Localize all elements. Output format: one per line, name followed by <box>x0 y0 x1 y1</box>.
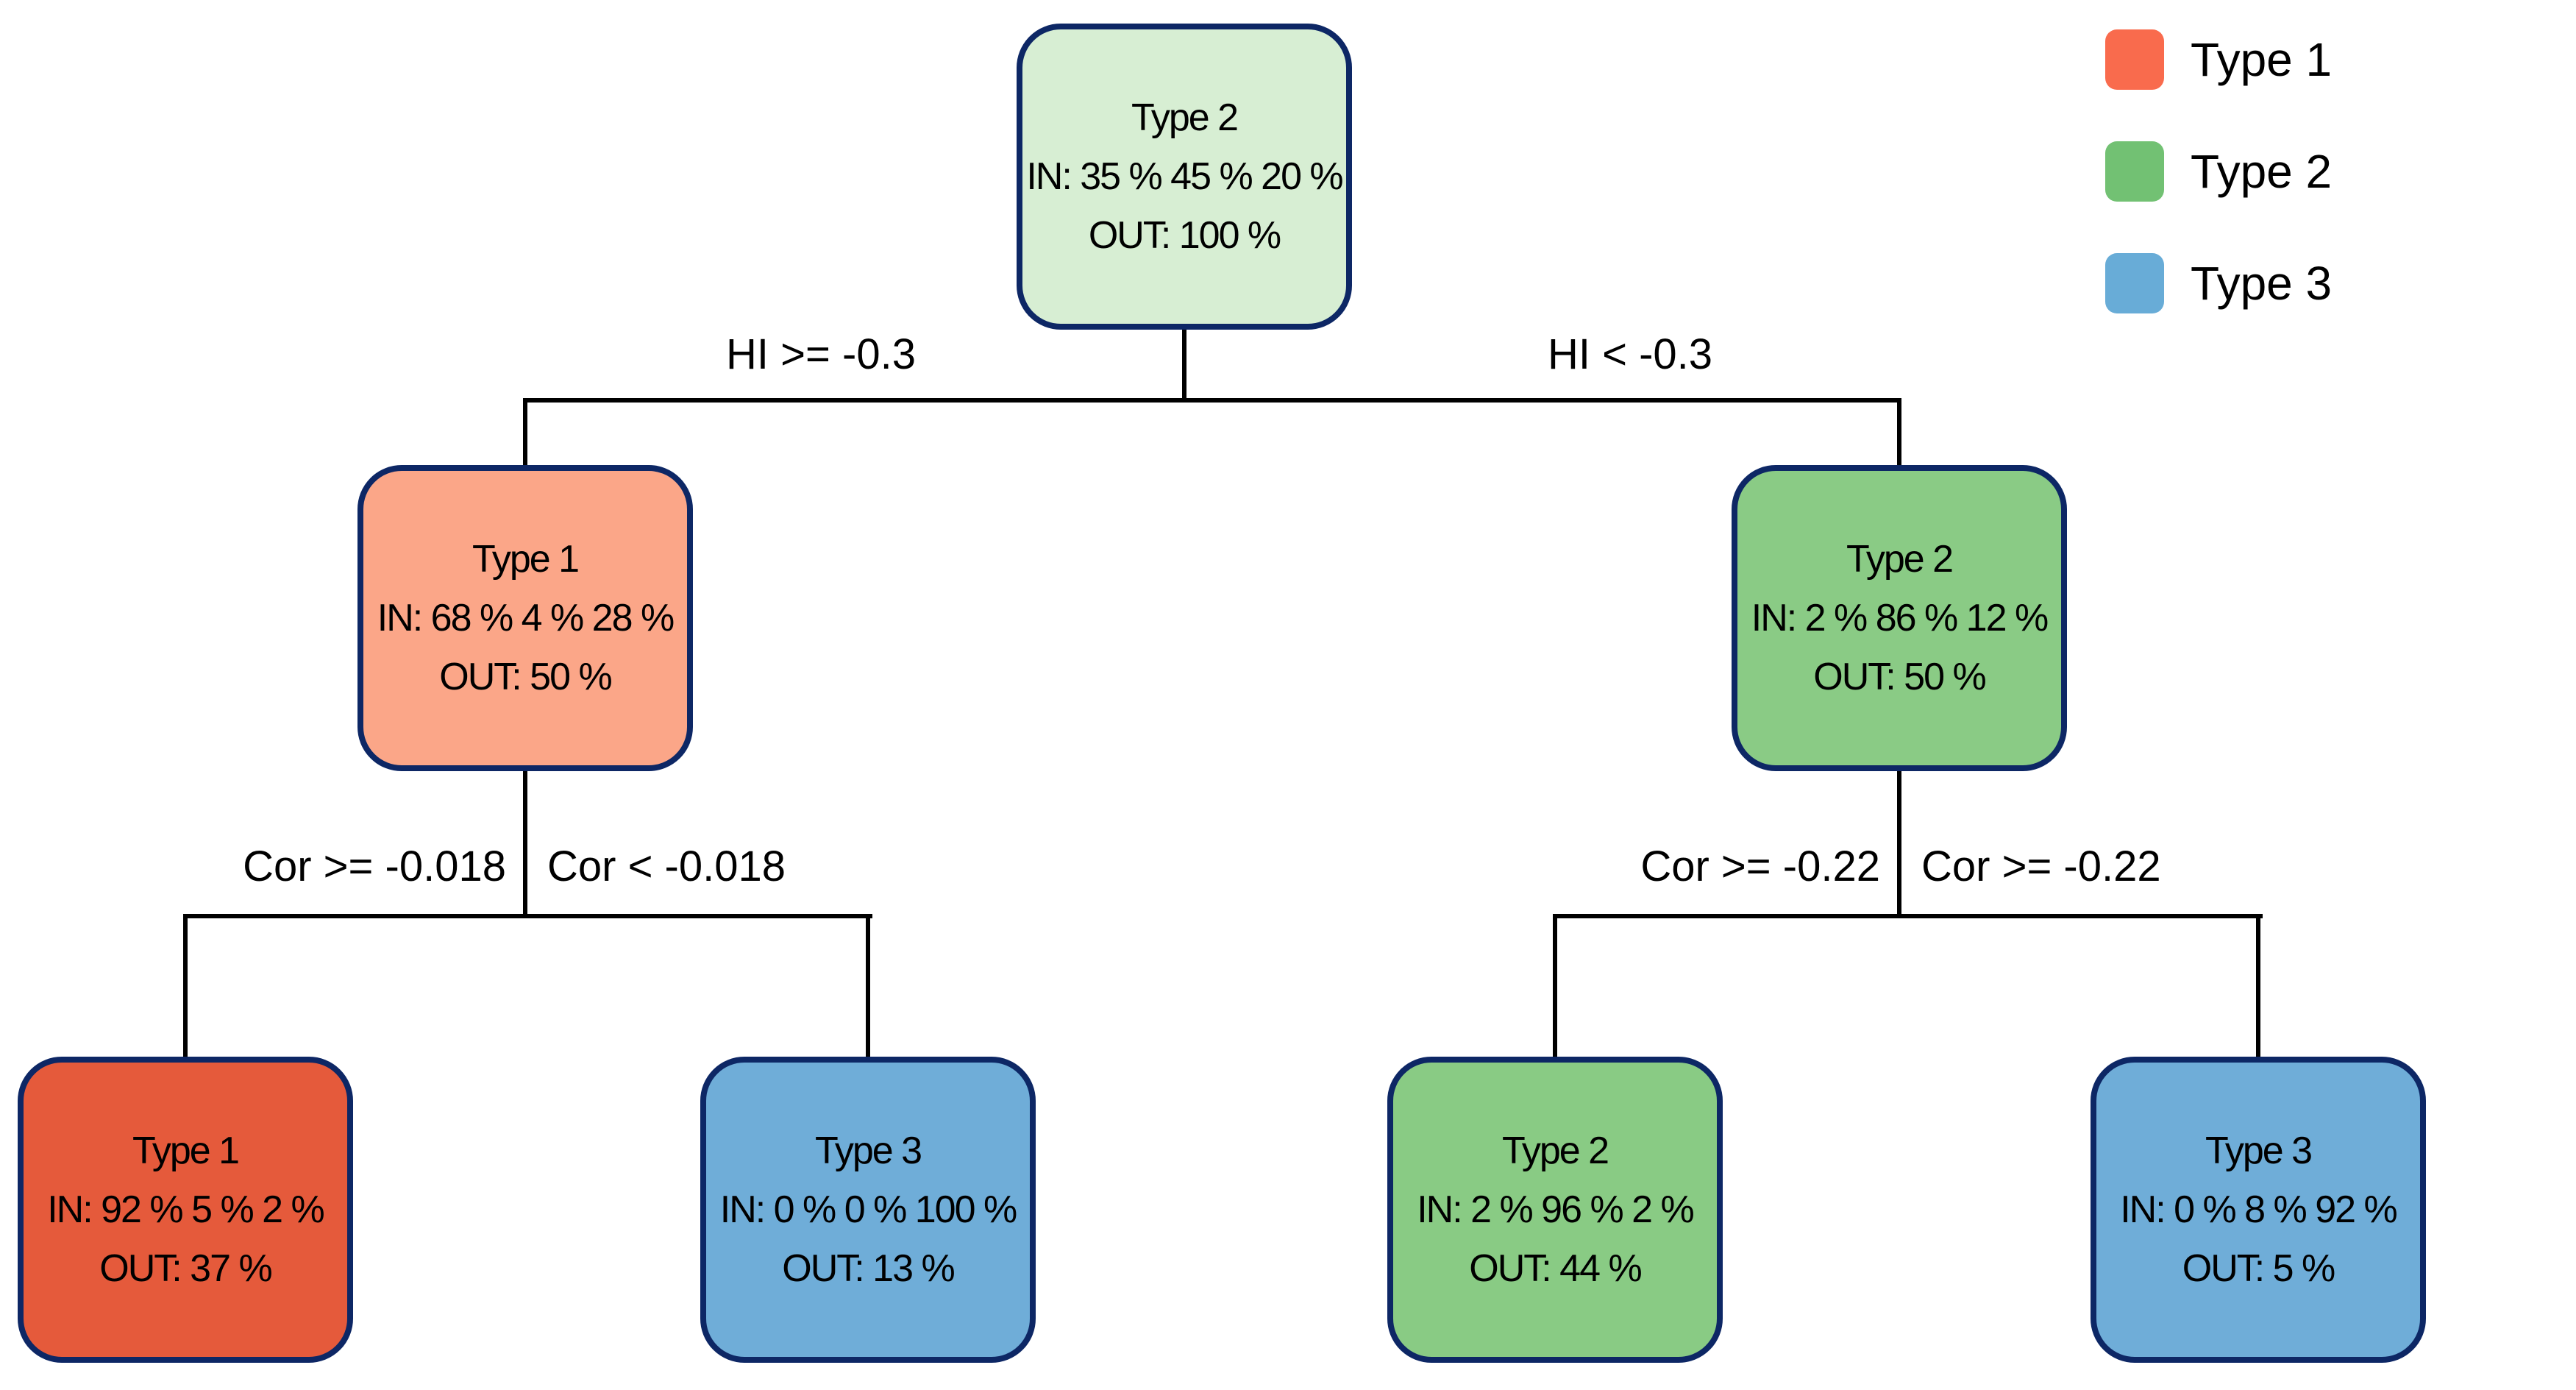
tree-node-branch-left: Type 1 IN: 68 % 4 % 28 % OUT: 50 % <box>357 465 693 771</box>
legend-item: Type 2 <box>2105 141 2332 202</box>
legend-item-label: Type 2 <box>2191 145 2333 198</box>
node-in-distribution: IN: 0 % 8 % 92 % <box>2120 1188 2398 1231</box>
node-out-share: OUT: 50 % <box>439 656 612 698</box>
node-out-share: OUT: 37 % <box>99 1247 272 1290</box>
split-condition-cor-right-2: Cor >= -0.22 <box>1921 843 2161 890</box>
legend-swatch-type2 <box>2105 141 2164 202</box>
node-in-distribution: IN: 68 % 4 % 28 % <box>377 597 675 639</box>
connector-leaf1-drop <box>183 914 188 1057</box>
node-in-distribution: IN: 2 % 86 % 12 % <box>1751 597 2049 639</box>
tree-node-root: Type 2 IN: 35 % 45 % 20 % OUT: 100 % <box>1017 24 1352 330</box>
node-out-share: OUT: 100 % <box>1088 214 1281 257</box>
node-type-label: Type 3 <box>2205 1130 2313 1172</box>
legend-item: Type 3 <box>2105 253 2332 313</box>
node-type-label: Type 2 <box>1131 96 1239 139</box>
node-in-distribution: IN: 2 % 96 % 2 % <box>1417 1188 1695 1231</box>
split-condition-cor-right-1: Cor >= -0.22 <box>1640 843 1880 890</box>
node-type-label: Type 2 <box>1501 1130 1609 1172</box>
connector-leaf4-drop <box>2256 914 2260 1057</box>
node-in-distribution: IN: 0 % 0 % 100 % <box>719 1188 1017 1231</box>
node-out-share: OUT: 13 % <box>782 1247 955 1290</box>
node-out-share: OUT: 44 % <box>1469 1247 1642 1290</box>
legend-swatch-type1 <box>2105 29 2164 90</box>
tree-node-branch-right: Type 2 IN: 2 % 86 % 12 % OUT: 50 % <box>1732 465 2067 771</box>
connector-level1-right-drop <box>1897 398 1901 465</box>
connector-branch-left-stub <box>523 771 527 916</box>
node-type-label: Type 1 <box>472 538 580 581</box>
connector-leaf3-drop <box>1553 914 1557 1057</box>
node-in-distribution: IN: 92 % 5 % 2 % <box>47 1188 325 1231</box>
node-in-distribution: IN: 35 % 45 % 20 % <box>1026 155 1343 198</box>
legend-swatch-type3 <box>2105 253 2164 313</box>
legend: Type 1 Type 2 Type 3 <box>2105 29 2332 365</box>
node-type-label: Type 3 <box>814 1130 922 1172</box>
node-type-label: Type 1 <box>132 1130 240 1172</box>
split-condition-cor-left-ge: Cor >= -0.018 <box>243 843 506 890</box>
tree-node-leaf-far-right: Type 3 IN: 0 % 8 % 92 % OUT: 5 % <box>2091 1057 2426 1363</box>
node-type-label: Type 2 <box>1846 538 1954 581</box>
connector-level1-horizontal <box>523 398 1901 403</box>
connector-level2-right-horizontal <box>1553 914 2263 918</box>
node-out-share: OUT: 50 % <box>1813 656 1986 698</box>
connector-leaf2-drop <box>866 914 870 1057</box>
split-condition-hi-ge: HI >= -0.3 <box>726 330 916 378</box>
legend-item: Type 1 <box>2105 29 2332 90</box>
node-out-share: OUT: 5 % <box>2182 1247 2335 1290</box>
tree-node-leaf-far-left: Type 1 IN: 92 % 5 % 2 % OUT: 37 % <box>18 1057 353 1363</box>
connector-level1-left-drop <box>523 398 527 465</box>
connector-level2-left-horizontal <box>183 914 872 918</box>
connector-root-stub <box>1182 330 1186 400</box>
legend-item-label: Type 3 <box>2191 257 2333 310</box>
tree-node-leaf-mid-left: Type 3 IN: 0 % 0 % 100 % OUT: 13 % <box>700 1057 1036 1363</box>
connector-branch-right-stub <box>1897 771 1901 916</box>
legend-item-label: Type 1 <box>2191 33 2333 86</box>
split-condition-hi-lt: HI < -0.3 <box>1547 330 1713 378</box>
split-condition-cor-left-lt: Cor < -0.018 <box>547 843 786 890</box>
tree-node-leaf-mid-right: Type 2 IN: 2 % 96 % 2 % OUT: 44 % <box>1387 1057 1723 1363</box>
